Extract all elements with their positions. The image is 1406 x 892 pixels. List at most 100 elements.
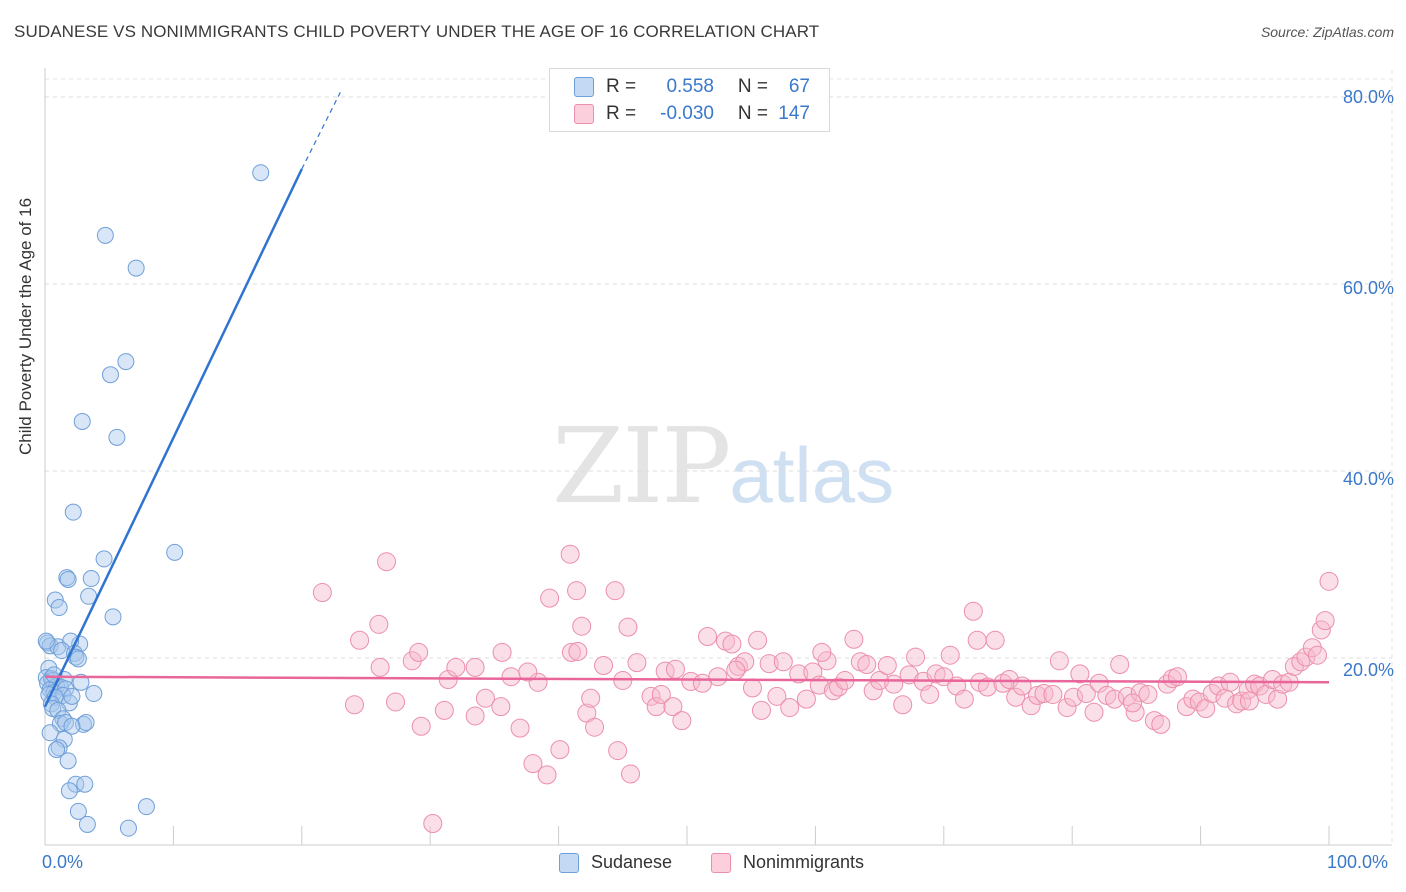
data-point bbox=[67, 775, 85, 793]
grid-lines bbox=[45, 70, 1393, 845]
data-point bbox=[1028, 685, 1048, 705]
data-point bbox=[1273, 674, 1293, 694]
data-point bbox=[53, 642, 71, 660]
data-point bbox=[409, 642, 429, 662]
data-point bbox=[581, 688, 601, 708]
data-point bbox=[751, 700, 771, 720]
data-point bbox=[73, 412, 91, 430]
legend-n-label: N = bbox=[737, 103, 768, 124]
y-axis-label: Child Poverty Under the Age of 16 bbox=[16, 197, 35, 455]
data-point bbox=[117, 353, 135, 371]
legend-n-label: N = bbox=[737, 76, 768, 97]
legend-label-sudanese: Sudanese bbox=[591, 852, 673, 872]
data-point bbox=[370, 657, 390, 677]
data-point bbox=[77, 714, 95, 732]
legend-row-nonimmigrants: R = -0.030 N = 147 bbox=[574, 103, 810, 125]
data-point bbox=[60, 782, 78, 800]
data-point bbox=[1076, 684, 1096, 704]
data-point bbox=[510, 718, 530, 738]
data-point bbox=[1105, 689, 1125, 709]
data-point bbox=[651, 684, 671, 704]
data-point bbox=[1049, 651, 1069, 671]
data-point bbox=[594, 655, 614, 675]
data-point bbox=[1167, 667, 1187, 687]
data-point bbox=[780, 698, 800, 718]
data-point bbox=[96, 226, 114, 244]
x-tick-label-0: 0.0% bbox=[42, 852, 84, 872]
data-point bbox=[1311, 620, 1331, 640]
data-point bbox=[726, 660, 746, 680]
x-tick-label-100: 100.0% bbox=[1327, 852, 1389, 872]
data-point bbox=[884, 674, 904, 694]
data-point bbox=[423, 813, 443, 833]
data-point bbox=[446, 657, 466, 677]
data-point bbox=[1319, 571, 1339, 591]
data-point bbox=[465, 657, 485, 677]
data-point bbox=[967, 630, 987, 650]
watermark-zip: ZIP bbox=[552, 405, 731, 527]
data-point bbox=[69, 650, 87, 668]
chart-title: SUDANESE VS NONIMMIGRANTS CHILD POVERTY … bbox=[14, 22, 820, 41]
data-point bbox=[963, 601, 983, 621]
data-point bbox=[411, 716, 431, 736]
data-point bbox=[1202, 684, 1222, 704]
data-point bbox=[893, 695, 913, 715]
data-point bbox=[722, 634, 742, 654]
data-point bbox=[491, 697, 511, 717]
data-point bbox=[127, 259, 145, 277]
data-point bbox=[621, 764, 641, 784]
data-point bbox=[37, 632, 55, 650]
data-point bbox=[877, 655, 897, 675]
y-tick-label-60: 60.0% bbox=[1342, 278, 1394, 298]
data-point bbox=[1006, 687, 1026, 707]
y-tick-label-80: 80.0% bbox=[1342, 87, 1394, 107]
data-point bbox=[863, 681, 883, 701]
series-sudanese bbox=[37, 164, 270, 837]
data-point bbox=[76, 775, 94, 793]
data-point bbox=[1084, 702, 1104, 722]
data-point bbox=[993, 673, 1013, 693]
watermark-atlas: atlas bbox=[729, 431, 895, 519]
legend-label-nonimmigrants: Nonimmigrants bbox=[743, 852, 865, 872]
data-point bbox=[985, 630, 1005, 650]
data-point bbox=[759, 654, 779, 674]
data-point bbox=[1227, 694, 1247, 714]
data-point bbox=[64, 503, 82, 521]
data-point bbox=[926, 664, 946, 684]
data-point bbox=[585, 717, 605, 737]
watermark: ZIPatlas bbox=[552, 405, 894, 527]
trend-line-sudanese bbox=[43, 168, 303, 708]
legend-row-sudanese: R = 0.558 N = 67 bbox=[574, 76, 810, 98]
trend-line-nonimmigrants bbox=[44, 675, 1330, 684]
data-point bbox=[1176, 697, 1196, 717]
data-point bbox=[540, 588, 560, 608]
data-point bbox=[82, 570, 100, 588]
data-point bbox=[1070, 664, 1090, 684]
data-point bbox=[369, 614, 389, 634]
data-point bbox=[789, 664, 809, 684]
data-point bbox=[252, 164, 270, 182]
legend-swatch-nonimmigrants bbox=[574, 104, 594, 124]
data-point bbox=[561, 642, 581, 662]
data-point bbox=[50, 739, 68, 757]
legend-item-sudanese: Sudanese bbox=[559, 852, 672, 873]
data-point bbox=[72, 673, 90, 691]
data-point bbox=[844, 629, 864, 649]
data-point bbox=[1239, 691, 1259, 711]
data-point bbox=[69, 802, 87, 820]
data-point bbox=[1296, 647, 1316, 667]
data-point bbox=[708, 667, 728, 687]
data-point bbox=[41, 724, 59, 742]
data-point bbox=[906, 647, 926, 667]
data-point bbox=[1268, 689, 1288, 709]
data-point bbox=[1315, 611, 1335, 631]
data-point bbox=[1144, 711, 1164, 731]
data-point bbox=[59, 570, 77, 588]
legend-r-label: R = bbox=[606, 76, 637, 97]
data-point bbox=[137, 798, 155, 816]
data-point bbox=[1063, 687, 1083, 707]
data-point bbox=[377, 552, 397, 572]
series-legend: Sudanese Nonimmigrants bbox=[0, 852, 1406, 876]
data-point bbox=[550, 740, 570, 760]
data-point bbox=[1123, 693, 1143, 713]
